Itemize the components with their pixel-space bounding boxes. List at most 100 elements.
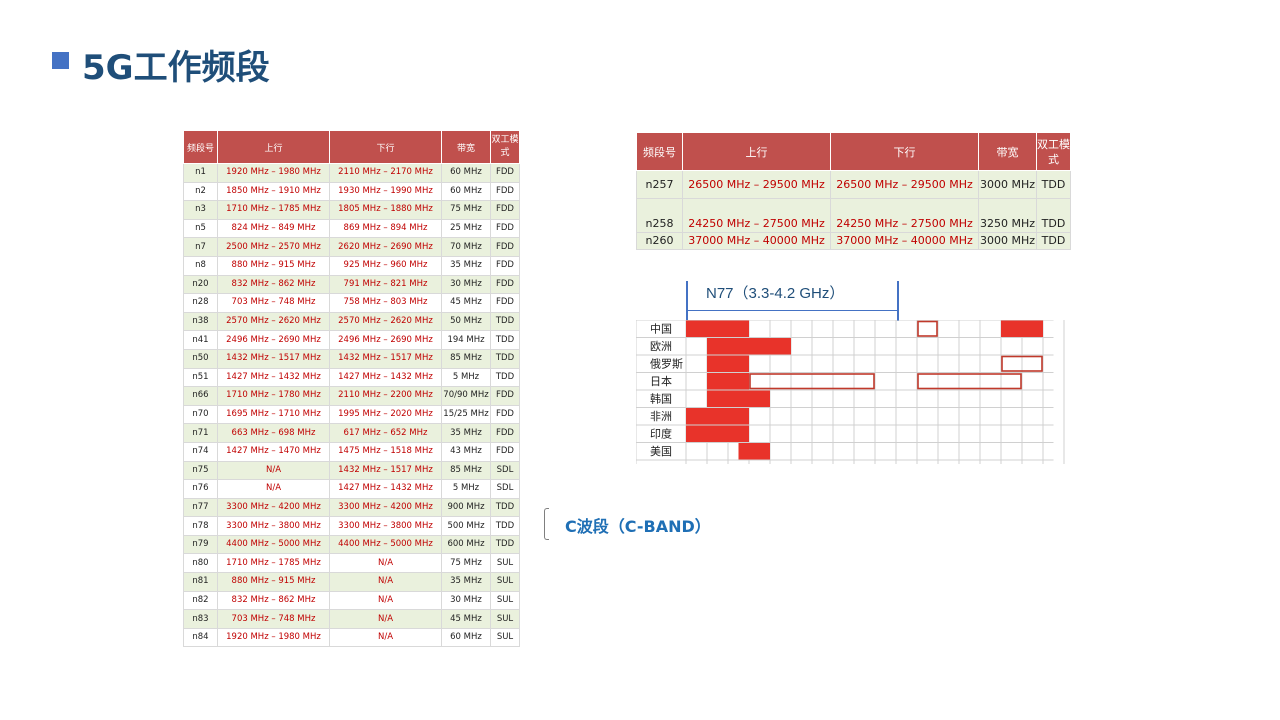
page-title: 5G工作频段 (82, 48, 270, 88)
cell-duplex: FDD (490, 163, 520, 183)
cell-bandwidth: 50 MHz (441, 311, 491, 332)
table-row: n79 4400 MHz – 5000 MHz 4400 MHz – 5000 MH… (183, 534, 520, 555)
table-row: n77 3300 MHz – 4200 MHz 3300 MHz – 4200 MH… (183, 497, 520, 518)
cell-uplink: N/A (217, 460, 330, 481)
cell-bandwidth: 45 MHz (441, 609, 491, 629)
cell-uplink: 832 MHz – 862 MHz (217, 590, 330, 611)
allocated-band-bar (707, 390, 770, 407)
cell-bandwidth: 43 MHz (441, 441, 491, 462)
cell-uplink: 37000 MHz – 40000 MHz (682, 232, 831, 250)
country-label: 俄罗斯 (650, 358, 683, 371)
table-row: n258 24250 MHz – 27500 MHz 24250 MHz – 275… (636, 198, 1071, 233)
planned-band-bar (1001, 355, 1043, 372)
cell-duplex: TDD (1036, 232, 1071, 250)
cell-duplex: FDD (490, 386, 520, 406)
cell-duplex: SDL (490, 460, 520, 481)
cell-band: n77 (183, 497, 218, 518)
spectrum-allocation-chart: 中国欧洲俄罗斯日本韩国非洲印度美国GHz3.33.43.53.63.73.83.… (636, 320, 1065, 464)
cell-duplex: TDD (490, 534, 520, 555)
country-label: 非洲 (650, 410, 672, 423)
cell-band: n2 (183, 181, 218, 202)
cell-downlink: N/A (329, 609, 442, 629)
table-row: n257 26500 MHz – 29500 MHz 26500 MHz – 295… (636, 170, 1071, 199)
country-label: 美国 (650, 445, 672, 458)
table-row: n80 1710 MHz – 1785 MHz N/A 75 MHz SUL (183, 553, 520, 574)
cell-band: n28 (183, 293, 218, 313)
cell-band: n38 (183, 311, 218, 332)
header-downlink: 下行 (329, 130, 442, 164)
cell-bandwidth: 35 MHz (441, 572, 491, 592)
cell-duplex: TDD (490, 348, 520, 369)
table-row: n83 703 MHz – 748 MHz N/A 45 MHz SUL (183, 609, 520, 629)
cell-downlink: 1432 MHz – 1517 MHz (329, 348, 442, 369)
cell-band: n82 (183, 590, 218, 611)
table-row: n78 3300 MHz – 3800 MHz 3300 MHz – 3800 MH… (183, 516, 520, 536)
cell-band: n51 (183, 367, 218, 388)
table-row: n82 832 MHz – 862 MHz N/A 30 MHz SUL (183, 590, 520, 611)
cell-bandwidth: 600 MHz (441, 534, 491, 555)
cell-band: n71 (183, 423, 218, 443)
cell-duplex: FDD (490, 404, 520, 425)
cell-band: n260 (636, 232, 683, 250)
cell-downlink: N/A (329, 627, 442, 648)
header-band: 频段号 (636, 132, 683, 171)
header-band: 频段号 (183, 130, 218, 164)
cell-band: n80 (183, 553, 218, 574)
cell-uplink: 2500 MHz – 2570 MHz (217, 237, 330, 257)
cell-uplink: 2570 MHz – 2620 MHz (217, 311, 330, 332)
cell-uplink: 3300 MHz – 4200 MHz (217, 497, 330, 518)
mmwave-band-table: 频段号 上行 下行 带宽 双工模式 n257 26500 MHz – 29500 … (636, 132, 1071, 250)
cell-bandwidth: 35 MHz (441, 255, 491, 276)
table-row: n71 663 MHz – 698 MHz 617 MHz – 652 MHz 35 … (183, 423, 520, 443)
cell-band: n66 (183, 386, 218, 406)
cell-duplex: FDD (490, 274, 520, 295)
cell-duplex: FDD (490, 200, 520, 220)
cell-downlink: 2570 MHz – 2620 MHz (329, 311, 442, 332)
cell-band: n50 (183, 348, 218, 369)
cell-uplink: N/A (217, 479, 330, 499)
cell-duplex: TDD (1036, 170, 1071, 199)
cell-downlink: 1427 MHz – 1432 MHz (329, 367, 442, 388)
country-label: 韩国 (650, 392, 672, 406)
n77-range-left-marker (686, 281, 688, 321)
cell-uplink: 1710 MHz – 1780 MHz (217, 386, 330, 406)
cell-uplink: 1850 MHz – 1910 MHz (217, 181, 330, 202)
cell-downlink: 925 MHz – 960 MHz (329, 255, 442, 276)
header-bandwidth: 带宽 (441, 130, 491, 164)
cell-downlink: 1995 MHz – 2020 MHz (329, 404, 442, 425)
cell-uplink: 24250 MHz – 27500 MHz (682, 198, 831, 233)
cell-duplex: TDD (490, 497, 520, 518)
cell-duplex: TDD (490, 516, 520, 536)
sub6-band-table: 频段号 上行 下行 带宽 双工模式 n1 1920 MHz – 1980 MHz 2… (183, 130, 520, 648)
cell-duplex: FDD (490, 255, 520, 276)
cell-bandwidth: 194 MHz (441, 330, 491, 350)
header-uplink: 上行 (217, 130, 330, 164)
cell-band: n76 (183, 479, 218, 499)
planned-band-bar (917, 373, 1022, 390)
cell-duplex: FDD (490, 181, 520, 202)
cell-downlink: N/A (329, 553, 442, 574)
allocated-band-bar (707, 355, 749, 372)
header-bandwidth: 带宽 (978, 132, 1037, 171)
allocated-band-bar (707, 338, 791, 355)
n77-range-right-marker (897, 281, 899, 321)
cell-downlink: 1805 MHz – 1880 MHz (329, 200, 442, 220)
cell-band: n41 (183, 330, 218, 350)
table-row: n7 2500 MHz – 2570 MHz 2620 MHz – 2690 MHz… (183, 237, 520, 257)
cell-duplex: SUL (490, 590, 520, 611)
cell-uplink: 26500 MHz – 29500 MHz (682, 170, 831, 199)
cell-bandwidth: 60 MHz (441, 181, 491, 202)
cell-downlink: 26500 MHz – 29500 MHz (830, 170, 979, 199)
allocated-band-bar (738, 443, 770, 460)
cell-duplex: SUL (490, 627, 520, 648)
header-downlink: 下行 (830, 132, 979, 171)
cell-duplex: TDD (490, 330, 520, 350)
cell-duplex: SUL (490, 553, 520, 574)
table-row: n74 1427 MHz – 1470 MHz 1475 MHz – 1518 MH… (183, 441, 520, 462)
cell-downlink: 3300 MHz – 3800 MHz (329, 516, 442, 536)
cell-bandwidth: 35 MHz (441, 423, 491, 443)
cell-uplink: 1710 MHz – 1785 MHz (217, 200, 330, 220)
title-bullet-icon (52, 52, 69, 69)
cell-bandwidth: 900 MHz (441, 497, 491, 518)
cell-downlink: 869 MHz – 894 MHz (329, 218, 442, 239)
